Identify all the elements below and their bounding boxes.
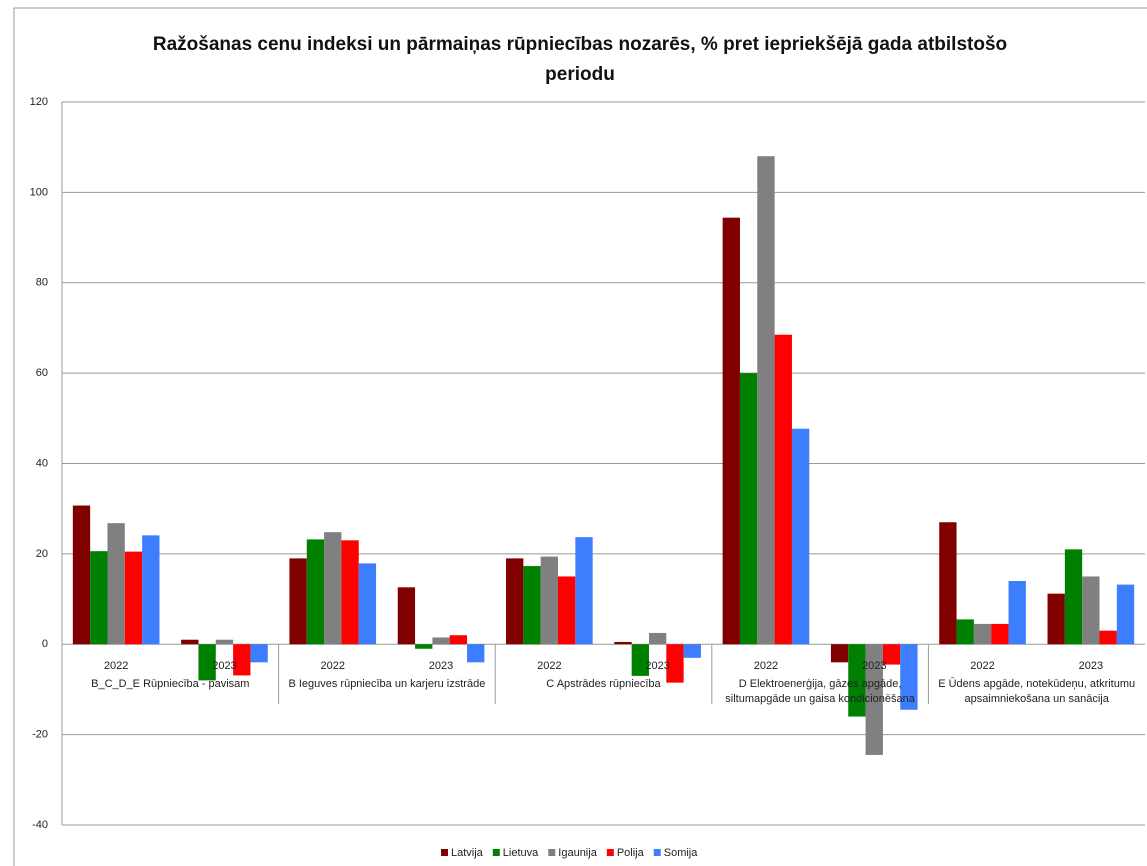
group-label: B Ieguves rūpniecība un karjeru izstrāde	[288, 678, 486, 691]
y-tick-label: -20	[32, 729, 48, 741]
bar	[72, 505, 91, 645]
legend-label: Lietuva	[503, 847, 539, 859]
bar	[1082, 576, 1100, 645]
bar	[432, 637, 450, 645]
bar	[198, 644, 216, 681]
chart-title: Ražošanas cenu indeksi un pārmaiņas rūpn…	[152, 34, 1008, 85]
bar	[558, 576, 576, 645]
bar	[523, 566, 541, 645]
bar	[865, 644, 883, 755]
bar	[666, 644, 684, 683]
y-tick-label: 60	[36, 367, 48, 379]
bar	[467, 644, 485, 663]
bar	[142, 535, 160, 645]
bar	[449, 635, 468, 645]
legend-swatch	[653, 849, 661, 856]
bar	[107, 523, 125, 645]
bar	[1047, 593, 1065, 645]
bar	[90, 551, 108, 645]
bar	[757, 156, 775, 645]
legend-swatch	[548, 849, 556, 856]
y-tick-label: 100	[30, 186, 48, 198]
bar	[631, 644, 649, 676]
bar	[1064, 549, 1083, 645]
bar	[540, 556, 559, 645]
bar	[233, 644, 251, 676]
bar	[1008, 580, 1026, 645]
bar	[848, 644, 866, 717]
bar	[1099, 630, 1117, 645]
legend-label: Latvija	[451, 847, 484, 859]
bar	[415, 644, 433, 649]
group-label: B_C_D_E Rūpniecība - pavisam	[91, 678, 250, 691]
y-tick-label: 120	[30, 96, 48, 108]
bar	[1116, 584, 1135, 645]
group-label: E Ūdens apgāde, notekūdeņu, atkritumu ap…	[938, 678, 1136, 706]
y-tick-label: 80	[36, 277, 48, 289]
bar	[614, 641, 632, 645]
legend-swatch	[606, 849, 614, 856]
x-tick-label: 2022	[970, 660, 994, 672]
y-tick-label: 20	[36, 548, 48, 560]
legend-swatch	[441, 849, 448, 856]
bar	[739, 373, 758, 645]
y-tick-label: -40	[32, 819, 48, 831]
bar	[722, 217, 740, 645]
legend-label: Igaunija	[558, 847, 597, 859]
bar	[956, 619, 974, 645]
bar	[215, 639, 234, 645]
y-tick-label: 40	[36, 457, 48, 469]
legend-label: Somija	[664, 847, 699, 859]
legend-label: Polija	[617, 847, 645, 859]
bar	[973, 623, 992, 645]
bar	[341, 540, 359, 645]
x-tick-label: 2023	[645, 660, 669, 672]
bar	[124, 551, 143, 645]
bar	[991, 623, 1009, 645]
x-tick-label: 2023	[1079, 660, 1103, 672]
bar	[648, 632, 667, 645]
bar	[397, 587, 416, 645]
group-label: C Apstrādes rūpniecība	[546, 678, 661, 691]
x-tick-label: 2022	[537, 660, 561, 672]
group-label: D Elektroenerģija, gāzes apgāde, siltuma…	[725, 678, 915, 706]
frame	[13, 7, 1147, 866]
x-tick-label: 2022	[754, 660, 778, 672]
bar	[575, 537, 593, 645]
bar	[830, 644, 849, 663]
x-tick-label: 2022	[321, 660, 345, 672]
bar	[900, 644, 918, 710]
bar	[791, 428, 810, 645]
bar	[289, 558, 307, 645]
bar	[506, 558, 524, 645]
bar	[882, 644, 901, 665]
bar	[324, 532, 342, 645]
bar	[306, 539, 325, 645]
bar	[683, 644, 701, 658]
y-tick-label: 0	[42, 638, 48, 650]
bar	[358, 563, 377, 645]
x-tick-label: 2023	[212, 660, 236, 672]
bar	[939, 522, 957, 645]
legend-swatch	[492, 849, 500, 856]
bar	[774, 334, 792, 645]
bar	[181, 639, 199, 645]
x-tick-label: 2023	[862, 660, 886, 672]
x-tick-label: 2022	[104, 660, 128, 672]
x-tick-label: 2023	[429, 660, 453, 672]
bar	[250, 644, 268, 663]
